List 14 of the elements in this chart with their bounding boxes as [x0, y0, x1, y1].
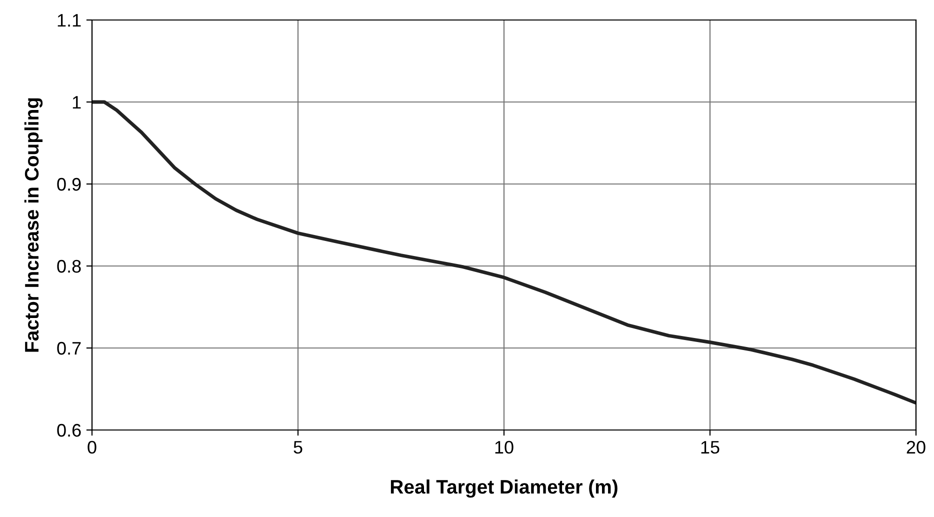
y-tick-label: 0.7	[57, 342, 81, 355]
x-tick-label: 10	[495, 440, 514, 454]
y-tick-label: 1.1	[58, 14, 81, 27]
y-tick-label: 1	[72, 96, 81, 109]
x-axis-title: Real Target Diameter (m)	[390, 479, 618, 498]
y-tick-label: 0.8	[57, 260, 81, 273]
y-axis-title: Factor Increase in Coupling	[24, 98, 43, 352]
x-tick-label: 0	[88, 440, 96, 454]
y-tick-label: 0.9	[57, 178, 81, 191]
x-tick-label: 15	[701, 441, 720, 454]
y-tick-label: 0.6	[57, 424, 81, 437]
line-series	[92, 100, 916, 405]
x-tick-label: 5	[294, 441, 302, 454]
x-tick-label: 20	[906, 440, 926, 454]
